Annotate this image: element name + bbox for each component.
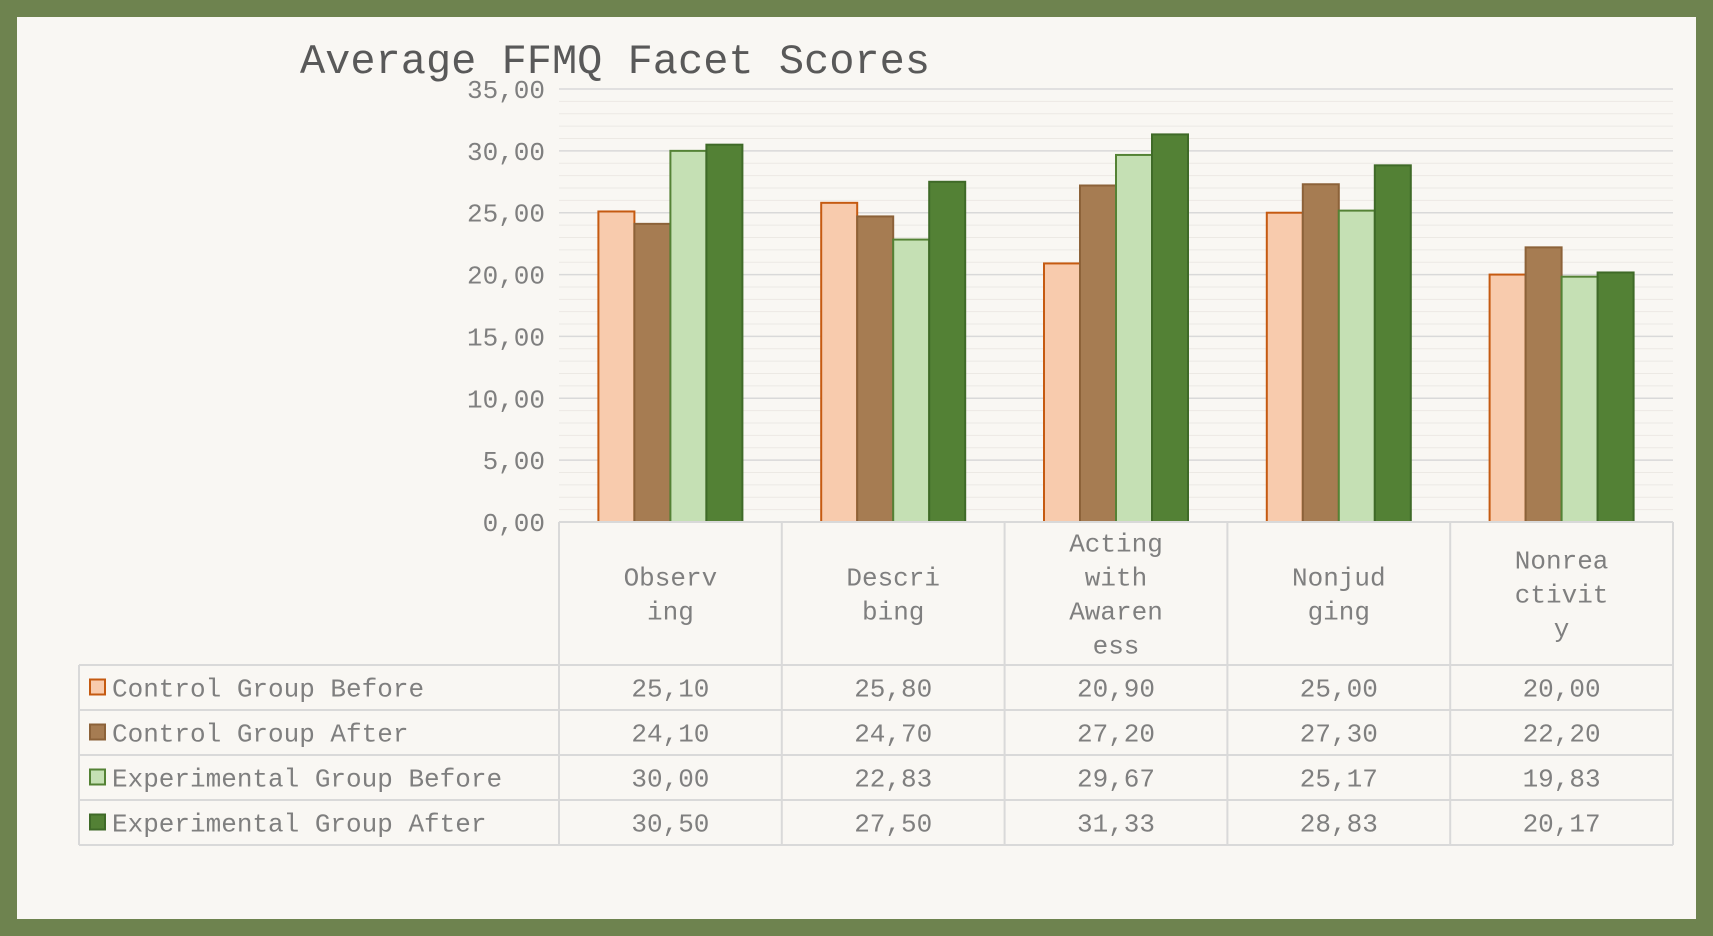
legend-label: Control Group After: [112, 720, 408, 750]
bar: [1079, 184, 1117, 524]
data-label: 25,10: [631, 675, 709, 705]
x-tick-label: Observ ing: [624, 564, 718, 628]
legend-label: Experimental Group Before: [112, 765, 502, 795]
bar: [1151, 133, 1189, 524]
data-label: 30,50: [631, 810, 709, 840]
bar: [1596, 271, 1635, 523]
data-label: 25,00: [1300, 675, 1378, 705]
data-label: 30,00: [631, 765, 709, 795]
bar: [1560, 275, 1599, 523]
x-tick-label: Nonrea ctivit y: [1515, 547, 1609, 645]
bar: [1265, 211, 1304, 523]
data-label: 27,50: [854, 810, 932, 840]
data-label: 27,20: [1077, 720, 1155, 750]
bar: [1337, 209, 1376, 523]
bar: [928, 180, 967, 524]
data-label: 28,83: [1300, 810, 1378, 840]
bar: [1373, 164, 1412, 523]
bar: [820, 201, 859, 523]
bar-chart: Average FFMQ Facet Scores 0,00 5,00 10,00 1…: [78, 38, 1674, 846]
bar: [892, 238, 931, 524]
bar: [1301, 183, 1340, 523]
data-label: 20,17: [1523, 810, 1601, 840]
data-label: 22,20: [1523, 720, 1601, 750]
x-tick-label: Descri bing: [846, 564, 940, 628]
bar: [669, 149, 708, 523]
legend-key: [89, 678, 106, 696]
x-tick-label: Acting with Awaren ess: [1069, 530, 1163, 662]
bar: [1043, 262, 1081, 524]
bar: [633, 222, 672, 523]
legend-key: [89, 813, 106, 831]
data-label: 22,83: [854, 765, 932, 795]
bar: [705, 143, 744, 524]
y-tick-label: 0,00: [483, 509, 545, 539]
data-label: 19,83: [1523, 765, 1601, 795]
data-label: 31,33: [1077, 810, 1155, 840]
bar: [856, 215, 895, 523]
data-label: 29,67: [1077, 765, 1155, 795]
bar: [1524, 246, 1563, 523]
data-label: 24,70: [854, 720, 932, 750]
y-tick-label: 10,00: [467, 385, 545, 415]
x-tick-label: Nonjud ging: [1292, 564, 1386, 628]
data-label: 24,10: [631, 720, 709, 750]
chart-title: Average FFMQ Facet Scores: [300, 38, 930, 86]
data-label: 20,90: [1077, 675, 1155, 705]
legend-label: Experimental Group After: [112, 810, 486, 840]
legend-label: Control Group Before: [112, 675, 424, 705]
bar: [1115, 153, 1153, 523]
chart-frame: Average FFMQ Facet Scores 0,00 5,00 10,00 1…: [17, 17, 1696, 919]
data-label: 25,80: [854, 675, 932, 705]
legend-key: [89, 768, 106, 786]
legend-key: [89, 723, 106, 741]
y-tick-label: 15,00: [467, 323, 545, 353]
y-tick-label: 5,00: [483, 447, 545, 477]
y-tick-label: 25,00: [467, 200, 545, 230]
data-label: 25,17: [1300, 765, 1378, 795]
data-label: 20,00: [1523, 675, 1601, 705]
y-tick-label: 35,00: [467, 76, 545, 106]
y-tick-label: 30,00: [467, 138, 545, 168]
y-tick-label: 20,00: [467, 262, 545, 292]
bar: [1488, 273, 1527, 524]
bar: [597, 210, 636, 523]
data-label: 27,30: [1300, 720, 1378, 750]
